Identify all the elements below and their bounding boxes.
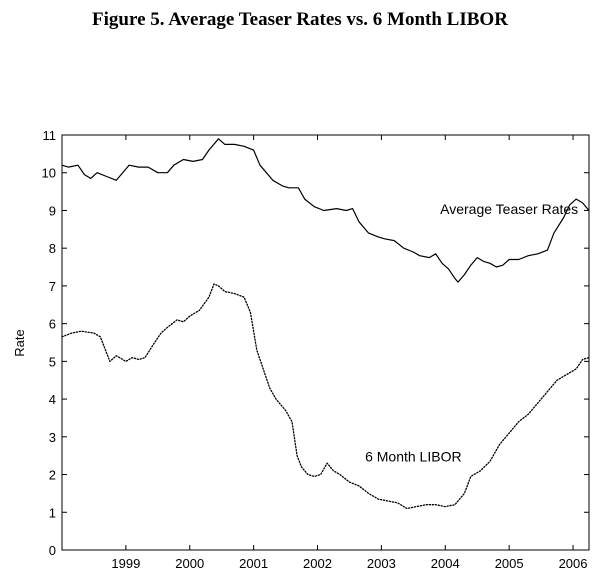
series-annotation: 6 Month LIBOR bbox=[365, 448, 462, 464]
x-tick-label: 2003 bbox=[367, 556, 396, 571]
y-axis: 0 1 2 3 4 5 6 7 8 9 10 11 bbox=[42, 128, 589, 558]
y-tick-label: 3 bbox=[49, 430, 56, 445]
x-tick-label: 2004 bbox=[431, 556, 460, 571]
series-line-1 bbox=[61, 283, 590, 510]
x-tick-label: 2001 bbox=[239, 556, 268, 571]
y-tick-label: 2 bbox=[49, 468, 56, 483]
x-tick-label: 1999 bbox=[111, 556, 140, 571]
series-group bbox=[61, 138, 590, 510]
x-tick-label: 2000 bbox=[175, 556, 204, 571]
series-annotation: Average Teaser Rates bbox=[440, 201, 578, 217]
y-tick-label: 1 bbox=[49, 505, 56, 520]
series-line-0 bbox=[61, 138, 590, 283]
y-tick-label: 6 bbox=[49, 317, 56, 332]
y-tick-label: 7 bbox=[49, 279, 56, 294]
plot-frame bbox=[61, 134, 590, 551]
y-tick-label: 4 bbox=[49, 392, 56, 407]
y-tick-label: 5 bbox=[49, 354, 56, 369]
y-tick-label: 8 bbox=[49, 241, 56, 256]
y-tick-label: 9 bbox=[49, 203, 56, 218]
x-tick-label: 2002 bbox=[303, 556, 332, 571]
annotation-group: Average Teaser Rates 6 Month LIBOR bbox=[365, 201, 578, 464]
x-axis: 1999 2000 2001 2002 2003 2004 2005 2006 bbox=[111, 135, 587, 571]
y-axis-label: Rate bbox=[12, 329, 27, 356]
y-tick-label: 11 bbox=[43, 128, 57, 143]
y-tick-label: 10 bbox=[42, 166, 56, 181]
y-tick-label: 0 bbox=[49, 543, 56, 558]
figure-title: Figure 5. Average Teaser Rates vs. 6 Mon… bbox=[92, 9, 508, 30]
x-tick-label: 2005 bbox=[495, 556, 524, 571]
x-tick-label: 2006 bbox=[559, 556, 588, 571]
